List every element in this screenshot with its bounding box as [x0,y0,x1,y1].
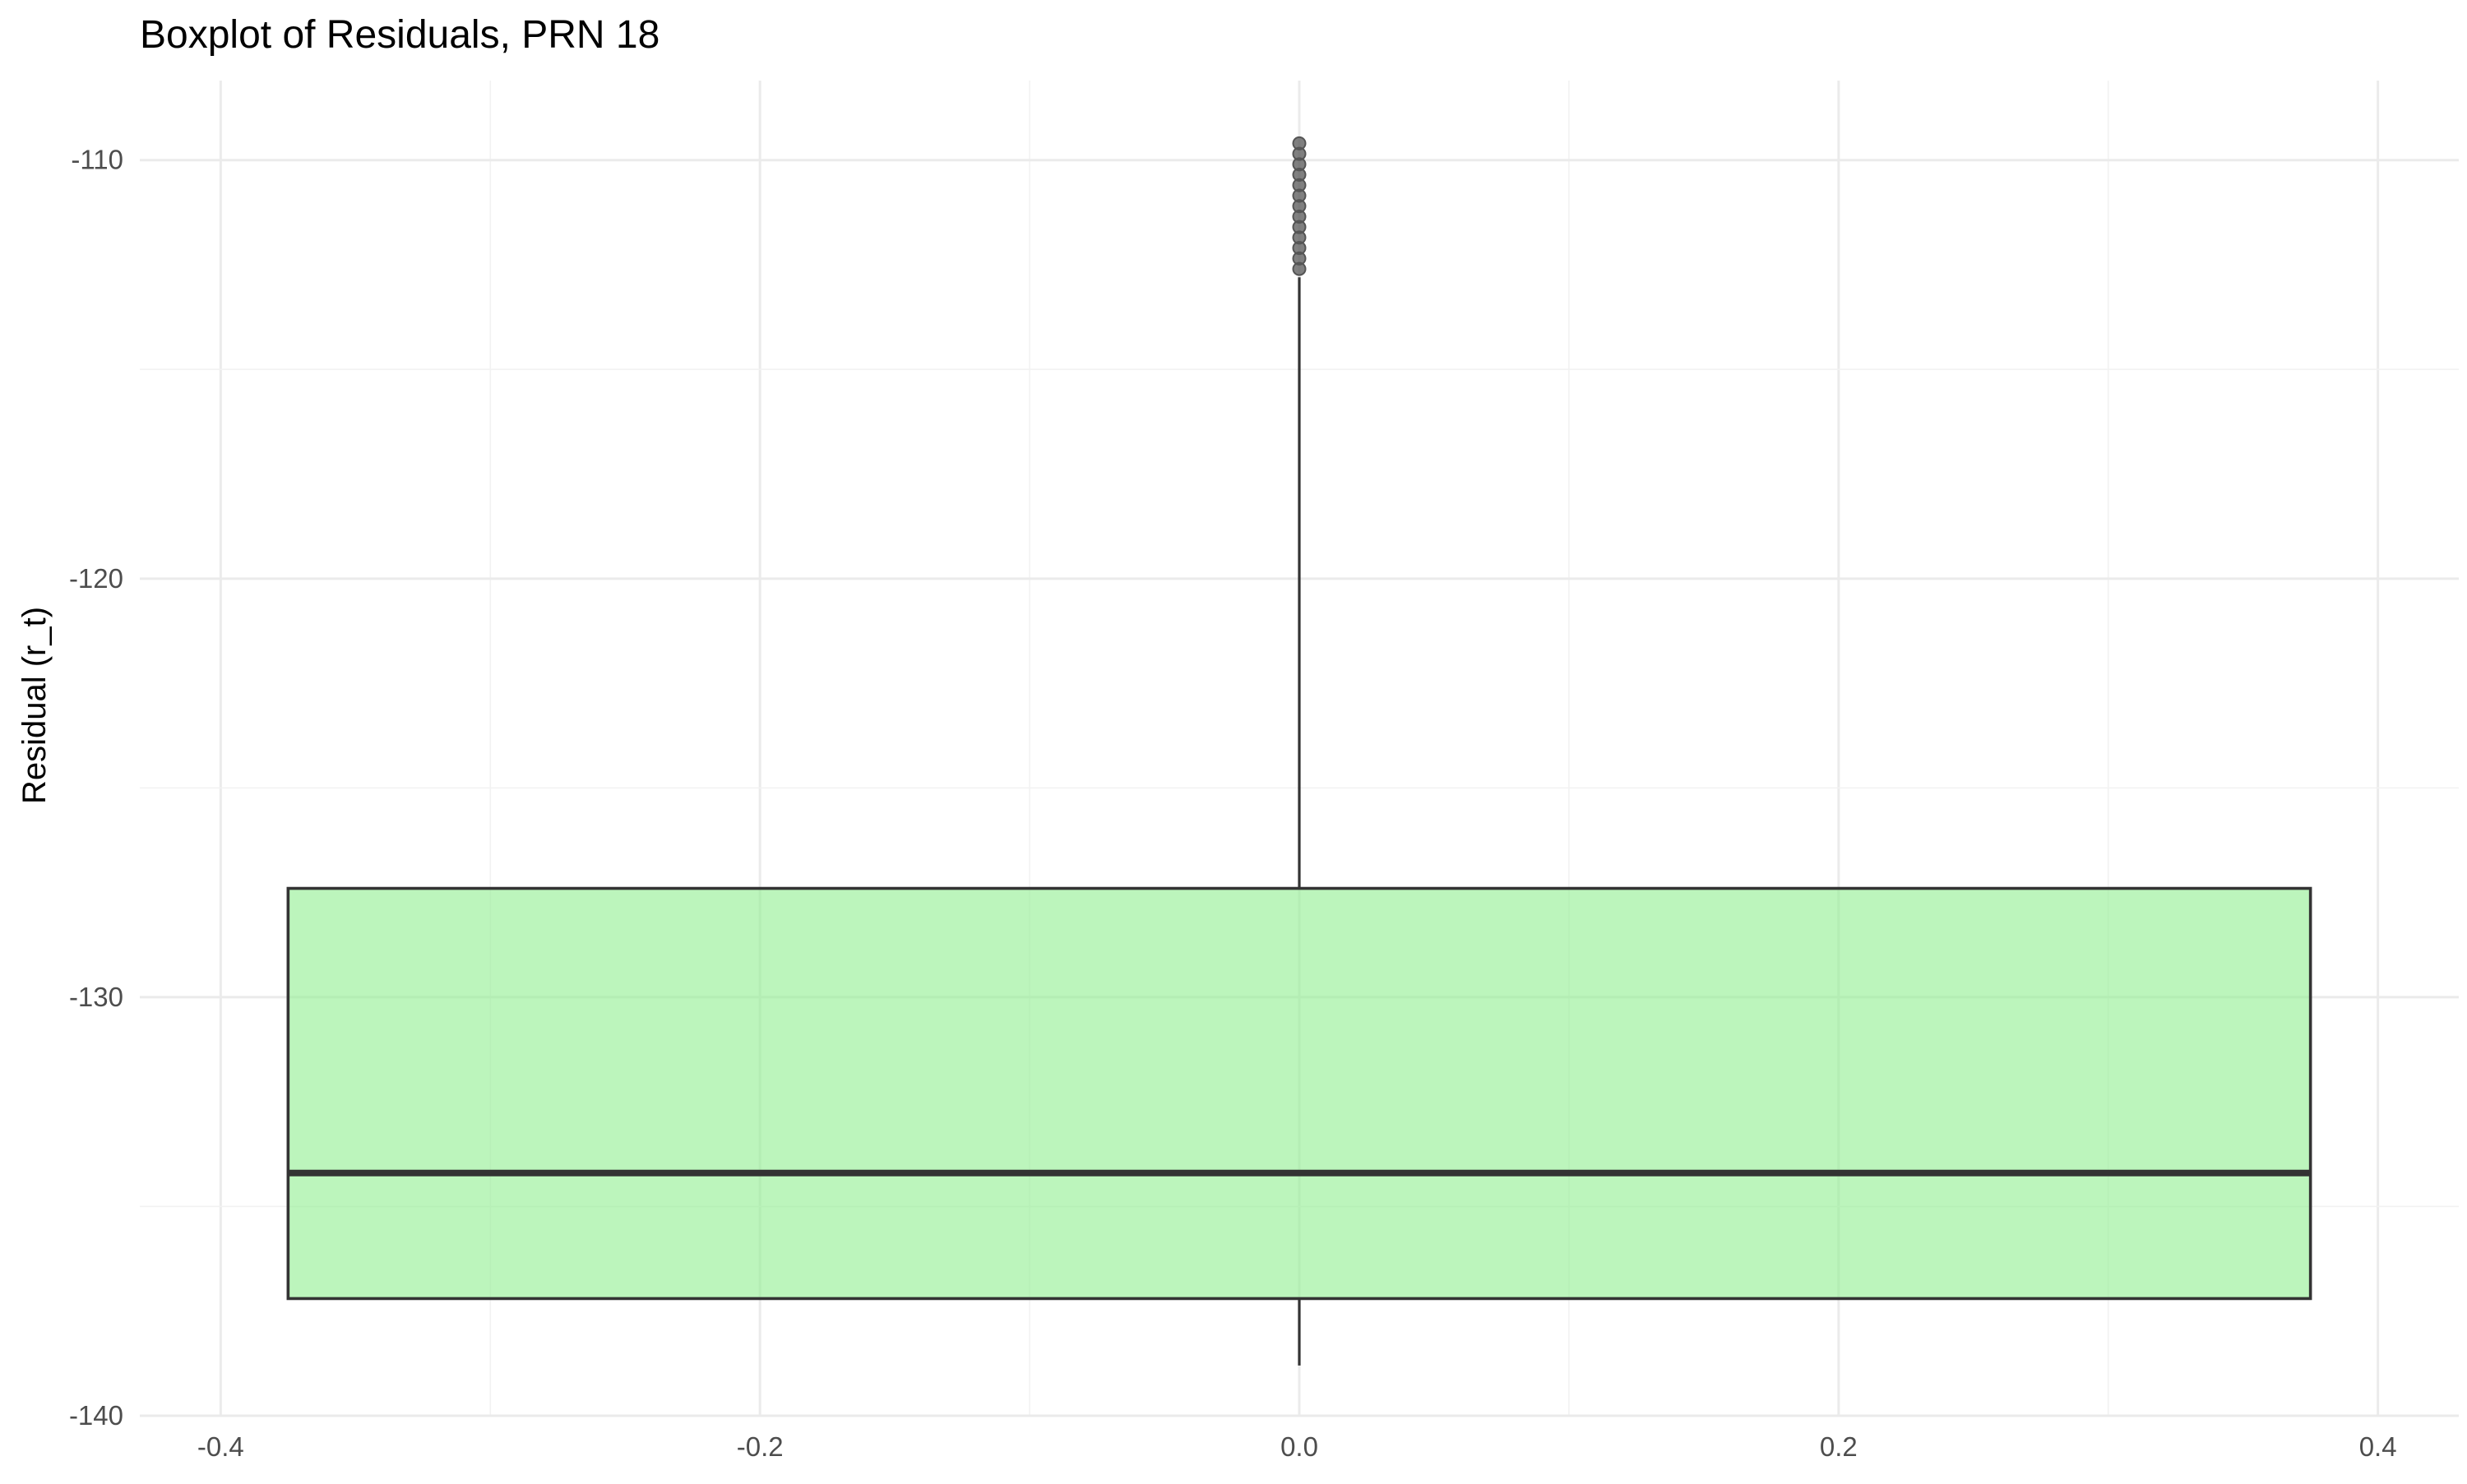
iqr-box [286,886,2312,1301]
y-tick-label: -110 [71,145,123,175]
tick-layer: -0.4 -0.2 0.0 0.2 0.4 -110 -120 -130 -140 [69,145,2397,1462]
x-tick-label: 0.4 [2359,1431,2397,1462]
y-tick-label: -140 [69,1400,123,1431]
y-tick-label: -130 [69,982,123,1012]
y-tick-label: -120 [69,563,123,594]
x-tick-label: 0.2 [1820,1431,1858,1462]
outlier-point [1292,261,1307,276]
chart-title: Boxplot of Residuals, PRN 18 [140,13,660,57]
x-tick-label: 0.0 [1280,1431,1318,1462]
y-axis-title: Residual (r_t) [16,607,53,804]
outlier-layer [1292,136,1307,276]
x-tick-label: -0.2 [737,1431,784,1462]
box-layer [286,277,2312,1366]
x-tick-label: -0.4 [197,1431,244,1462]
